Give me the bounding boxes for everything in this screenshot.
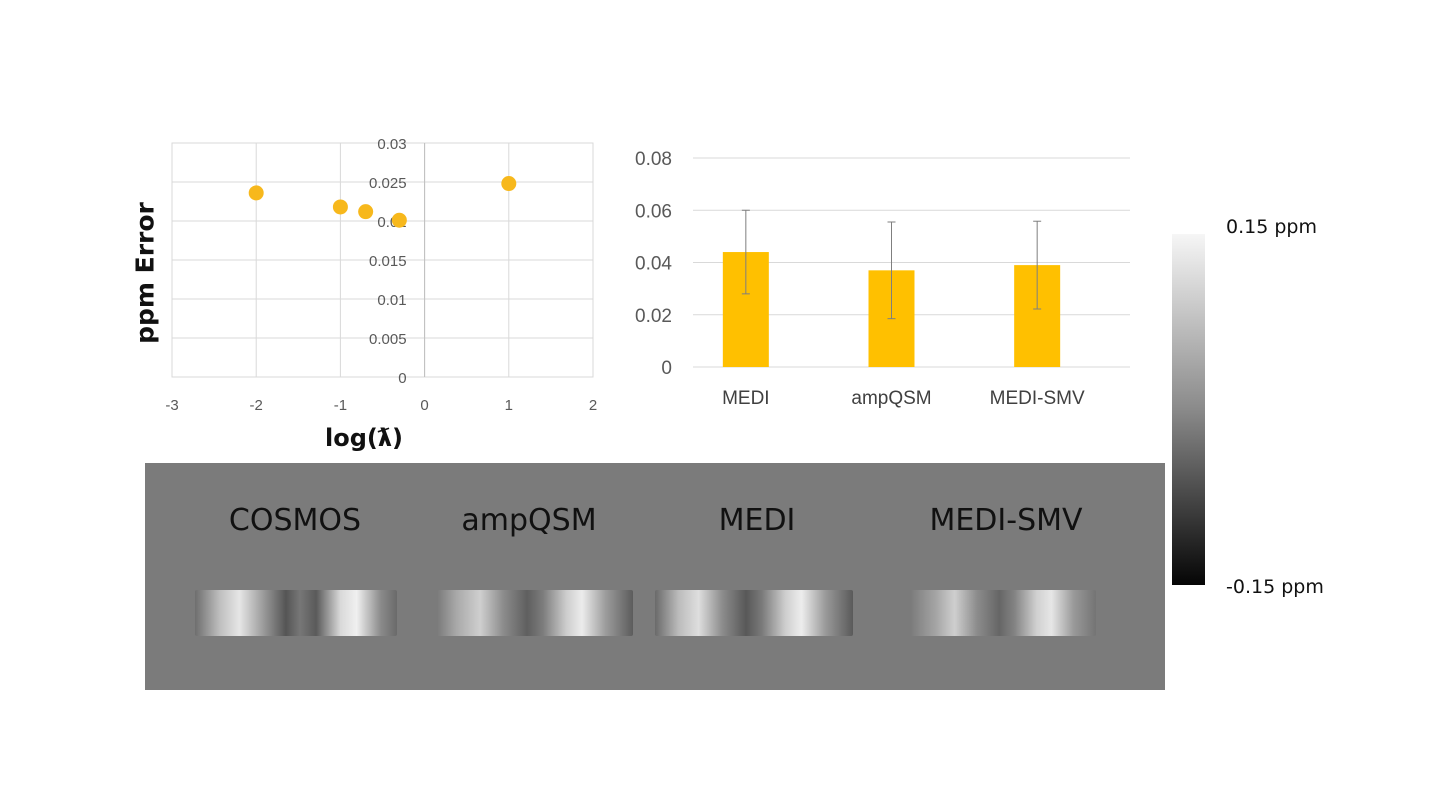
- scatter-x-tick-label: 0: [420, 397, 428, 414]
- bar-y-tick-label: 0: [661, 358, 672, 379]
- panel-label-medi-smv: MEDI-SMV: [929, 503, 1083, 538]
- colorbar: [1172, 234, 1205, 585]
- panel-label-medi: MEDI: [718, 503, 796, 538]
- brain-slice-cosmos: [195, 590, 397, 636]
- brain-slice-medi-smv: [910, 590, 1096, 636]
- colorbar-min-label: -0.15 ppm: [1226, 576, 1324, 598]
- scatter-x-tick-label: -2: [250, 397, 263, 414]
- scatter-x-tick-label: 1: [505, 397, 513, 414]
- scatter-point: [391, 212, 407, 228]
- bar-y-tick-label: 0.02: [635, 306, 672, 327]
- scatter-point: [248, 185, 264, 201]
- bar-y-tick-label: 0.08: [635, 149, 672, 170]
- scatter-point: [501, 176, 517, 192]
- panel-label-ampqsm: ampQSM: [461, 503, 597, 538]
- scatter-x-tick-label: -3: [165, 397, 178, 414]
- scatter-x-tick-label: 2: [589, 397, 597, 414]
- image-panel: COSMOS ampQSM MEDI MEDI-SMV: [145, 463, 1165, 690]
- bar-category-label: MEDI-SMV: [990, 388, 1085, 409]
- scatter-x-axis-title: log(ƛ): [324, 424, 404, 452]
- bar-category-label: MEDI: [722, 388, 770, 409]
- scatter-y-tick-label: 0.015: [369, 253, 407, 270]
- scatter-y-tick-label: 0.03: [377, 136, 406, 153]
- scatter-y-tick-label: 0: [398, 370, 406, 387]
- brain-slice-medi: [655, 590, 853, 636]
- bar-y-tick-label: 0.06: [635, 201, 672, 222]
- colorbar-max-label: 0.15 ppm: [1226, 216, 1317, 238]
- bar-chart: 0 0.02 0.04 0.06 0.08 MEDI ampQSM MEDI-SMV: [635, 149, 1130, 409]
- bar-y-tick-label: 0.04: [635, 254, 672, 275]
- panel-label-cosmos: COSMOS: [228, 503, 362, 538]
- scatter-y-tick-label: 0.01: [377, 292, 406, 309]
- scatter-y-tick-label: 0.025: [369, 175, 407, 192]
- scatter-x-tick-label: -1: [334, 397, 347, 414]
- brain-slice-ampqsm: [437, 590, 633, 636]
- scatter-y-tick-label: 0.005: [369, 331, 407, 348]
- bar-category-label: ampQSM: [851, 388, 931, 409]
- scatter-y-axis-title: ppm Error: [130, 202, 160, 344]
- scatter-point: [358, 204, 374, 220]
- scatter-point: [332, 199, 348, 215]
